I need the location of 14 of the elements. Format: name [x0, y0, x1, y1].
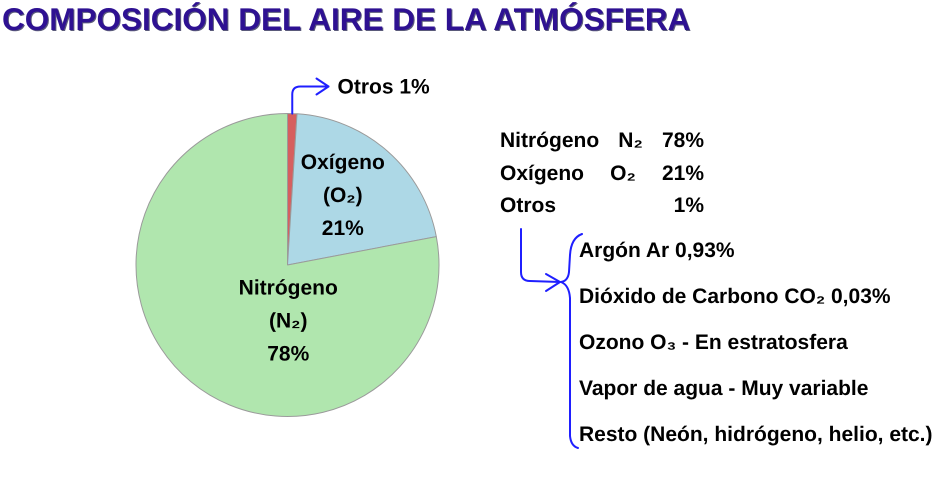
text: Argón Ar 0,93%	[579, 238, 735, 264]
slice-label: Nitrógeno (N₂)	[238, 276, 338, 333]
data-label: 21%	[322, 216, 364, 240]
text: Resto (Neón, hidrógeno, helio, etc.)	[579, 422, 933, 448]
text: Nitrógeno N₂ 78%	[500, 128, 704, 154]
slice-label: Oxígeno (O₂)	[300, 150, 385, 207]
chart-title: COMPOSICIÓN DEL AIRE DE LA ATMÓSFERA	[2, 1, 690, 37]
slice-label: Otros 1%	[337, 75, 430, 98]
text: Oxígeno O₂ 21%	[500, 160, 704, 186]
data-label: 78%	[267, 342, 310, 366]
text: Ozono O₃ - En estratosfera	[579, 330, 848, 356]
text: Dióxido de Carbono CO₂ 0,03%	[579, 284, 891, 310]
text: Vapor de agua - Muy variable	[579, 376, 868, 402]
text: Otros 1%	[500, 193, 704, 219]
